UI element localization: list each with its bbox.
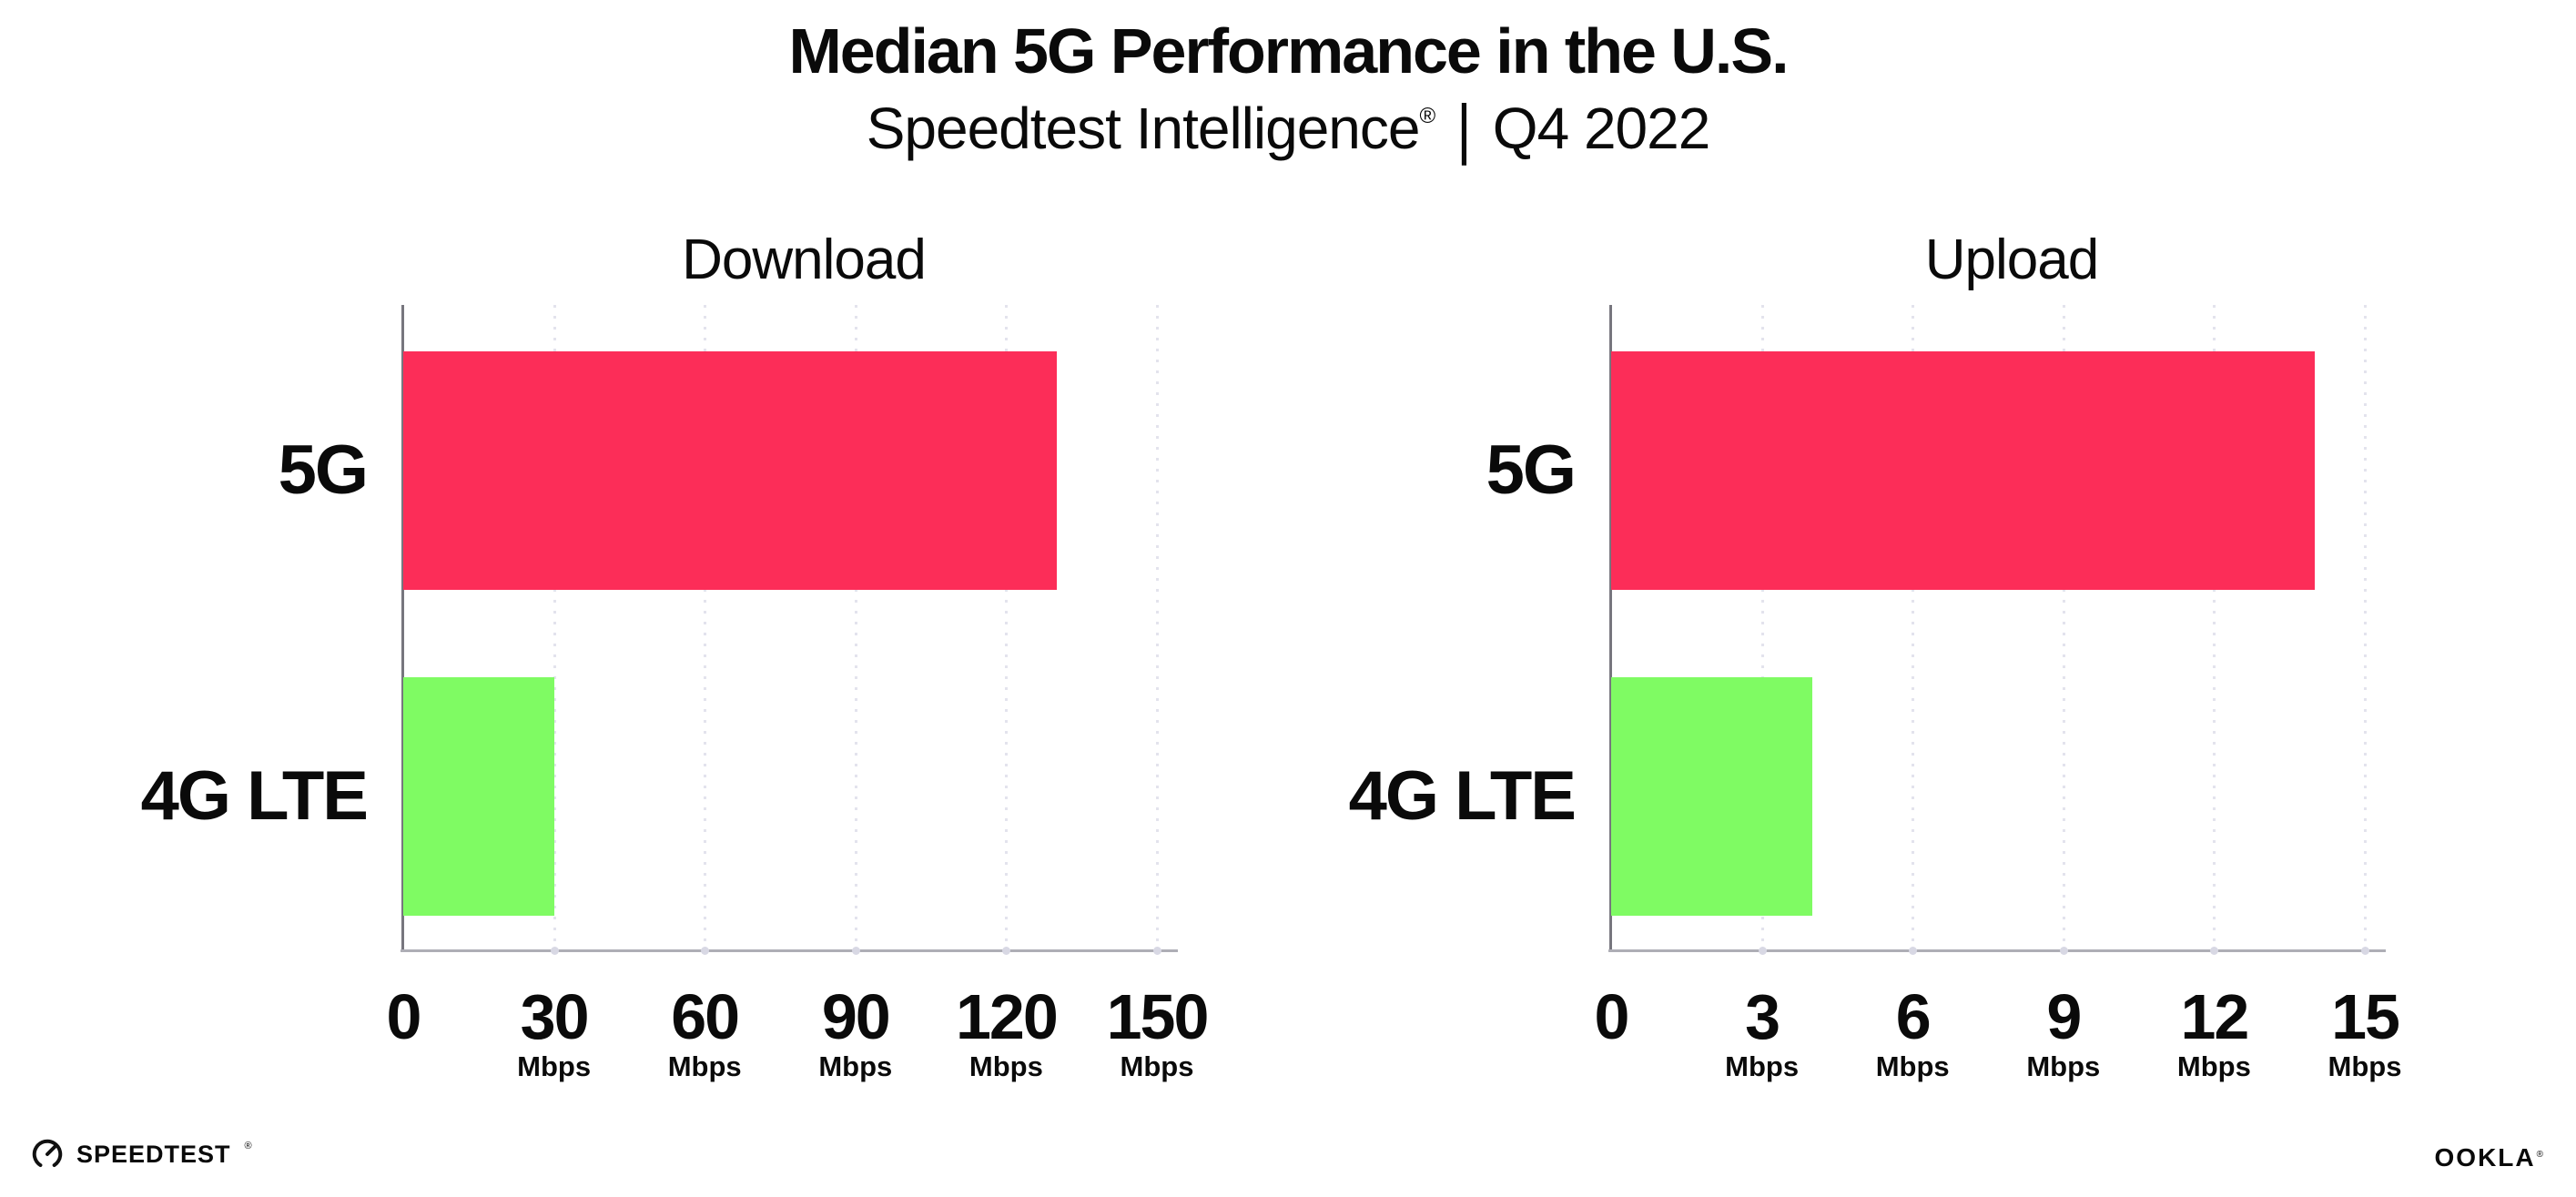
x-tick-unit-label: Mbps [517,1050,592,1082]
x-tick-label: 9 [2046,981,2082,1052]
x-tick-label: 0 [386,981,422,1052]
bar-5g [403,351,1057,590]
gridline [1005,305,1009,951]
axis-tick-dot [701,947,710,955]
x-tick-label: 15 [2331,981,2400,1052]
y-axis-line [1609,305,1612,951]
chart-title: Upload [1924,228,2099,291]
axis-tick-dot [2059,947,2068,955]
x-tick-unit-label: Mbps [1120,1050,1194,1082]
gridline [2213,305,2216,951]
axis-tick-dot [550,947,559,955]
axis-tick-dot [1909,947,1918,955]
x-axis-baseline [401,949,1178,952]
x-tick-label: 3 [1745,981,1780,1052]
gridline [854,305,857,951]
bar-4g-lte [403,677,554,916]
x-tick-label: 12 [2180,981,2249,1052]
axis-tick-dot [2210,947,2219,955]
x-tick-unit-label: Mbps [1725,1050,1800,1082]
page-title: Median 5G Performance in the U.S. [788,15,1789,86]
gridline [704,305,707,951]
subtitle-separator: | [1456,90,1472,167]
x-tick-label: 6 [1895,981,1932,1052]
x-tick-label: 0 [1594,981,1630,1052]
axis-tick-dot [851,947,860,955]
x-tick-unit-label: Mbps [667,1050,742,1082]
gridline [2364,305,2367,951]
ookla-trademark-icon: ® [2536,1150,2545,1160]
y-axis-line [401,305,404,951]
category-label: 5G [1486,431,1577,509]
x-tick-unit-label: Mbps [1875,1050,1950,1082]
gridline [553,305,556,951]
speedtest-wordmark: SPEEDTEST [76,1140,231,1168]
x-axis-baseline [1608,949,2386,952]
speedtest-gauge-icon [32,1139,63,1170]
x-tick-unit-label: Mbps [2328,1050,2402,1082]
chart-panel: Upload 5G 4G LTE 0 3 Mbps 6 Mbps 9 Mbps 12 Mbps 15… [1349,0,2412,1197]
gridline [1156,305,1159,951]
x-tick-label: 90 [821,981,891,1052]
plot-area [401,305,1178,955]
bar-4g-lte [1611,677,1812,916]
speedtest-trademark-icon: ® [244,1141,252,1151]
x-tick-unit-label: Mbps [818,1050,893,1082]
axis-tick-dot [1002,947,1011,955]
x-tick-label: 150 [1106,981,1210,1052]
chart-panel: Download 5G 4G LTE 0 30 Mbps 60 Mbps 90 Mbps 120… [141,0,1210,1197]
registered-trademark-icon: ® [1419,104,1435,128]
ookla-logo: OOKLA® [2435,1145,2544,1171]
category-label: 5G [278,431,369,509]
axis-tick-dot [1153,947,1161,955]
x-tick-label: 120 [955,981,1059,1052]
ookla-wordmark: OOKLA [2434,1143,2536,1172]
page-subtitle: Speedtest Intelligence® | Q4 2022 [0,93,2576,163]
x-tick-label: 60 [671,981,740,1052]
x-tick-unit-label: Mbps [969,1050,1043,1082]
x-tick-unit-label: Mbps [2176,1050,2251,1082]
subtitle-period: Q4 2022 [1492,96,1711,161]
category-label: 4G LTE [140,757,369,835]
axis-tick-dot [1758,947,1767,955]
x-tick-unit-label: Mbps [2026,1050,2101,1082]
bar-5g [1611,351,2315,590]
plot-area [1608,305,2386,955]
x-tick-label: 30 [520,981,590,1052]
subtitle-brand: Speedtest Intelligence [866,96,1421,161]
speedtest-logo: SPEEDTEST ® [30,1137,252,1172]
gridline [1912,305,1915,951]
chart-title: Download [682,228,927,291]
gridline [1760,305,1764,951]
category-label: 4G LTE [1348,757,1577,835]
gridline [2062,305,2065,951]
axis-tick-dot [2361,947,2369,955]
